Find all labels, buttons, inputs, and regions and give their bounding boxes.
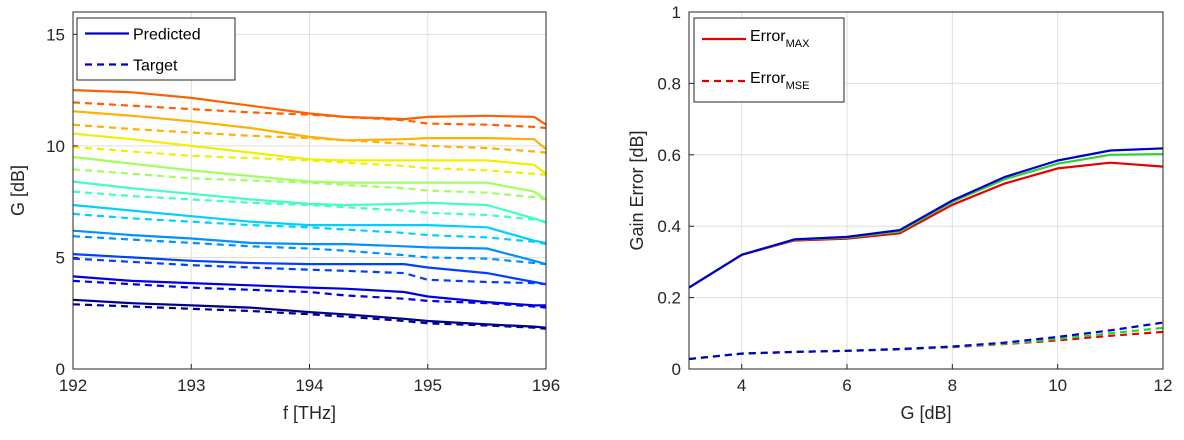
legend: Predicted Target (76, 17, 236, 81)
y-tick-label: 0 (56, 360, 65, 379)
x-tick-label: 193 (177, 376, 205, 395)
series-layer (72, 89, 547, 330)
series-line-14 (72, 132, 547, 175)
series-line-1 (688, 153, 1164, 289)
series-line-2 (688, 147, 1164, 289)
series-line-4 (72, 253, 547, 286)
y-tick-label: 0 (672, 360, 681, 379)
series-line-18 (72, 89, 547, 126)
series-line-7 (72, 235, 547, 266)
x-tick-label: 8 (948, 376, 957, 395)
x-tick-label: 195 (414, 376, 442, 395)
y-tick-label: 0.6 (657, 146, 681, 165)
y-tick-label: 1 (672, 3, 681, 22)
y-tick-label: 0.4 (657, 217, 681, 236)
x-tick-label: 6 (842, 376, 851, 395)
plot-area (688, 11, 1164, 370)
series-line-5 (72, 257, 547, 286)
legend: ErrorMAX ErrorMSE (693, 17, 845, 103)
series-line-11 (72, 190, 547, 223)
x-tick-label: 12 (1154, 376, 1173, 395)
series-line-0 (688, 161, 1164, 289)
legend-box (693, 17, 845, 103)
series-line-9 (72, 212, 547, 246)
legend-label-error-max-sub: MAX (786, 38, 811, 50)
legend-label-target: Target (133, 58, 178, 75)
y-tick-label: 15 (46, 25, 65, 44)
series-line-4 (688, 326, 1164, 361)
series-line-12 (72, 155, 547, 201)
series-line-8 (72, 203, 547, 244)
y-axis-label: Gain Error [dB] (627, 130, 647, 250)
legend-label-predicted: Predicted (133, 27, 201, 44)
ticks: 4 6 8 10 12 0 0.2 0.4 0.6 0.8 1 (657, 3, 1172, 395)
legend-label-error-max: ErrorMAX (750, 28, 810, 50)
legend-label-error-max-main: Error (750, 28, 786, 45)
y-tick-label: 5 (56, 248, 65, 267)
x-tick-label: 10 (1048, 376, 1067, 395)
series-line-16 (72, 110, 547, 151)
series-line-15 (72, 145, 547, 176)
series-line-0 (72, 298, 547, 329)
ticks: 192 193 194 195 196 0 5 10 15 (46, 25, 560, 395)
gain-error-chart: 4 6 8 10 12 0 0.2 0.4 0.6 0.8 1 G [dB] Gain Error … (627, 3, 1172, 423)
series-line-5 (688, 321, 1164, 361)
gain-spectrum-chart: 192 193 194 195 196 0 5 10 15 f [THz] G [dB] Pre… (8, 11, 560, 423)
x-axis-label: G [dB] (900, 403, 951, 423)
y-tick-label: 10 (46, 137, 65, 156)
y-axis-label: G [dB] (8, 165, 28, 216)
series-line-6 (72, 229, 547, 266)
legend-label-error-mse-main: Error (750, 70, 786, 87)
series-line-10 (72, 180, 547, 224)
x-axis-label: f [THz] (283, 403, 336, 423)
series-line-3 (72, 279, 547, 309)
series-line-17 (72, 123, 547, 154)
series-line-3 (688, 330, 1164, 361)
legend-label-error-mse-sub: MSE (786, 80, 810, 92)
y-tick-label: 0.2 (657, 289, 681, 308)
y-tick-label: 0.8 (657, 74, 681, 93)
legend-box (76, 17, 236, 81)
x-tick-label: 196 (532, 376, 560, 395)
x-tick-label: 4 (737, 376, 746, 395)
series-line-19 (72, 101, 547, 130)
legend-label-error-mse: ErrorMSE (750, 70, 809, 92)
x-tick-label: 192 (59, 376, 87, 395)
series-line-1 (72, 303, 547, 330)
x-tick-label: 194 (295, 376, 323, 395)
series-layer (688, 147, 1164, 361)
series-line-2 (72, 275, 546, 307)
series-line-13 (72, 168, 547, 201)
